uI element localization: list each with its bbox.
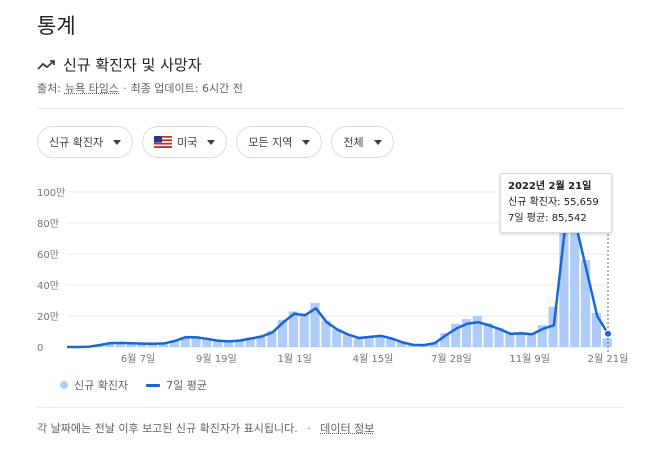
case-bar bbox=[472, 316, 482, 347]
case-bar bbox=[213, 340, 223, 347]
x-tick-label: 6월 7일 bbox=[121, 353, 155, 365]
case-bar bbox=[505, 333, 515, 347]
case-bar bbox=[310, 302, 320, 347]
case-bar bbox=[342, 334, 353, 347]
hover-point bbox=[604, 329, 612, 338]
case-bar bbox=[104, 342, 115, 347]
tooltip-new-cases: 신규 확진자: 55,659 bbox=[508, 197, 599, 208]
case-bar bbox=[591, 312, 601, 347]
chart-tooltip: 2022년 2월 21일 신규 확진자: 55,659 7일 평균: 85,54… bbox=[500, 173, 612, 233]
case-bar bbox=[267, 330, 277, 347]
section-title: 신규 확진자 및 사망자 bbox=[37, 54, 202, 75]
case-bar bbox=[332, 328, 342, 347]
case-bar bbox=[559, 223, 569, 347]
region-dropdown[interactable]: 모든 지역 bbox=[236, 126, 323, 158]
separator-dot: · bbox=[307, 422, 311, 435]
period-dropdown[interactable]: 전체 bbox=[331, 126, 394, 158]
y-tick-label: 80만 bbox=[37, 218, 59, 230]
divider bbox=[37, 407, 624, 408]
case-bar bbox=[429, 342, 439, 347]
about-data-link[interactable]: 데이터 정보 bbox=[320, 422, 375, 435]
source-label: 출처: bbox=[37, 82, 61, 95]
footer-note-text: 각 날짜에는 전날 이후 보고된 신규 확진자가 표시됩니다. bbox=[37, 422, 298, 435]
y-tick-label: 100만 bbox=[37, 187, 65, 199]
case-bar bbox=[277, 319, 288, 347]
dropdown-arrow-icon bbox=[207, 139, 216, 145]
case-bar bbox=[461, 319, 472, 347]
footer-note: 각 날짜에는 전날 이후 보고된 신규 확진자가 표시됩니다. · 데이터 정보 bbox=[37, 420, 374, 436]
case-bar bbox=[483, 322, 493, 347]
case-bar bbox=[180, 336, 190, 347]
case-bar bbox=[602, 338, 612, 347]
dropdown-arrow-icon bbox=[302, 139, 311, 145]
case-bar bbox=[299, 313, 309, 347]
x-tick-label: 2월 21일 bbox=[588, 353, 629, 365]
metric-dropdown-label: 신규 확진자 bbox=[49, 136, 104, 149]
source-link[interactable]: 뉴욕 타임스 bbox=[64, 82, 120, 95]
case-bar bbox=[494, 327, 504, 347]
case-bar bbox=[158, 343, 169, 347]
case-bar bbox=[570, 210, 580, 347]
case-bar bbox=[451, 323, 461, 347]
page-title: 통계 bbox=[37, 14, 76, 38]
country-dropdown[interactable]: 미국 bbox=[142, 126, 228, 158]
case-bar bbox=[245, 337, 255, 347]
trending-up-icon bbox=[37, 59, 55, 70]
case-bar bbox=[364, 336, 374, 347]
x-tick-label: 11월 9일 bbox=[509, 353, 550, 365]
period-dropdown-label: 전체 bbox=[343, 136, 364, 149]
average-line bbox=[67, 221, 610, 349]
case-bar bbox=[321, 320, 331, 347]
x-tick-label: 9월 19일 bbox=[196, 353, 237, 365]
x-tick-label: 7월 28일 bbox=[431, 353, 472, 365]
legend-bar-swatch bbox=[60, 381, 68, 389]
metric-dropdown[interactable]: 신규 확진자 bbox=[37, 126, 134, 158]
y-tick-label: 60만 bbox=[37, 249, 59, 261]
legend-line-label: 7일 평균 bbox=[166, 379, 207, 392]
chart-legend: 신규 확진자 7일 평균 bbox=[60, 377, 207, 393]
divider bbox=[37, 108, 624, 109]
last-updated: 최종 업데이트: 6시간 전 bbox=[130, 82, 243, 95]
us-flag-icon bbox=[154, 136, 173, 148]
case-bar bbox=[386, 338, 396, 347]
case-bar bbox=[223, 341, 234, 347]
case-bar bbox=[353, 338, 363, 347]
case-bar bbox=[580, 260, 591, 347]
case-bar bbox=[202, 339, 212, 347]
source-line: 출처: 뉴욕 타임스 · 최종 업데이트: 6시간 전 bbox=[37, 80, 243, 96]
y-tick-label: 40만 bbox=[37, 280, 59, 292]
case-bar bbox=[516, 332, 526, 347]
case-bar bbox=[440, 333, 450, 347]
y-tick-label: 0 bbox=[37, 343, 43, 354]
x-tick-label: 1월 1일 bbox=[278, 353, 312, 365]
tooltip-date: 2022년 2월 21일 bbox=[508, 181, 592, 192]
case-bar bbox=[407, 344, 418, 347]
case-bar bbox=[137, 343, 147, 347]
case-bar bbox=[288, 311, 299, 347]
case-bar bbox=[537, 325, 547, 347]
case-bar bbox=[169, 340, 179, 347]
dropdown-arrow-icon bbox=[113, 139, 122, 145]
tooltip-average: 7일 평균: 85,542 bbox=[508, 213, 587, 224]
case-bar bbox=[191, 337, 201, 347]
legend-bars-label: 신규 확진자 bbox=[74, 379, 129, 392]
x-tick-label: 4월 15일 bbox=[353, 353, 394, 365]
case-bar bbox=[375, 335, 385, 347]
legend-line-swatch bbox=[146, 383, 161, 387]
country-dropdown-label: 미국 bbox=[177, 136, 198, 149]
y-tick-label: 20만 bbox=[37, 311, 59, 323]
case-bar bbox=[234, 340, 244, 347]
case-bar bbox=[148, 343, 158, 347]
filter-bar: 신규 확진자 미국 모든 지역 전체 bbox=[37, 126, 394, 158]
case-bar bbox=[126, 343, 136, 347]
section-title-text: 신규 확진자 및 사망자 bbox=[63, 56, 202, 74]
case-bar bbox=[397, 342, 407, 347]
case-bar bbox=[256, 335, 266, 347]
case-bar bbox=[115, 342, 125, 347]
region-dropdown-label: 모든 지역 bbox=[248, 136, 293, 149]
case-bar bbox=[526, 333, 537, 347]
dropdown-arrow-icon bbox=[373, 139, 382, 145]
separator-dot: · bbox=[123, 81, 127, 95]
